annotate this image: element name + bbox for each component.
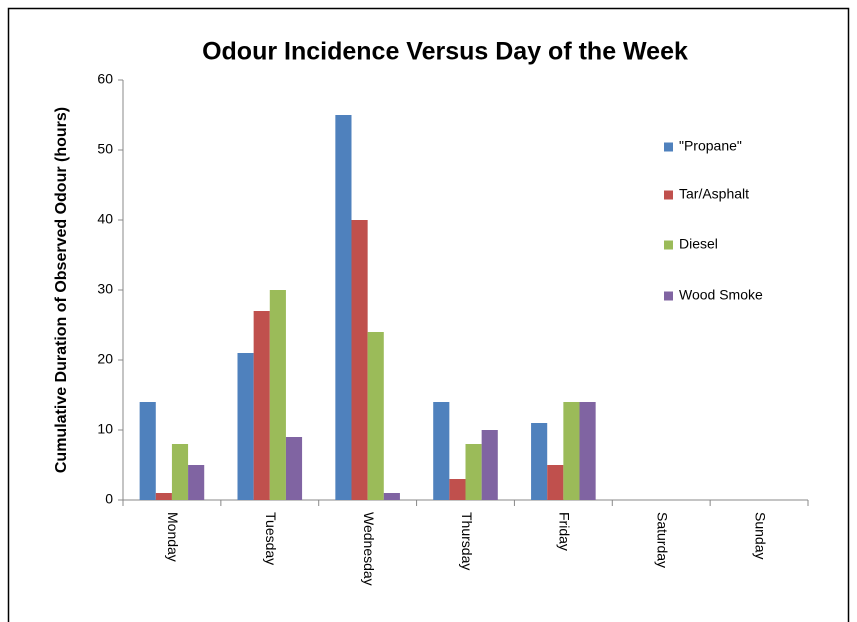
bar: [367, 332, 384, 500]
bar: [155, 493, 172, 500]
chart-border: [7, 7, 850, 622]
bar: [139, 402, 156, 500]
x-tick-label: Thursday: [459, 512, 475, 570]
bar: [269, 290, 286, 500]
bar: [449, 479, 466, 500]
legend-swatch: [664, 190, 673, 200]
legend-swatch: [664, 291, 673, 301]
bar: [335, 115, 352, 500]
bar: [433, 402, 450, 500]
bar: [465, 444, 482, 500]
legend-label: "Propane": [679, 138, 742, 154]
y-tick-label: 10: [97, 421, 113, 437]
x-tick-label: Saturday: [655, 512, 671, 568]
x-tick-label: Wednesday: [361, 512, 377, 586]
x-tick-label: Tuesday: [263, 512, 279, 565]
bar: [188, 465, 205, 500]
bar: [285, 437, 303, 500]
bar: [383, 493, 400, 500]
y-tick-label: 20: [97, 351, 113, 367]
bar: [351, 220, 368, 500]
y-axis-label: Cumulative Duration of Observed Odour (h…: [53, 107, 70, 473]
y-tick-label: 50: [97, 141, 113, 157]
bar: [253, 311, 270, 500]
legend-label: Diesel: [679, 236, 718, 252]
bar: [579, 402, 596, 500]
x-tick-label: Monday: [165, 512, 181, 562]
bar: [481, 430, 498, 500]
legend-label: Wood Smoke: [679, 287, 763, 303]
bar: [547, 465, 564, 500]
legend-swatch: [664, 142, 673, 152]
x-tick-label: Friday: [557, 512, 573, 551]
bar: [171, 444, 189, 500]
legend-swatch: [664, 240, 673, 250]
y-tick-label: 0: [105, 491, 113, 507]
y-tick-label: 40: [97, 211, 113, 227]
y-tick-label: 60: [97, 71, 113, 87]
bar: [531, 423, 548, 500]
chart-title: Odour Incidence Versus Day of the Week: [202, 38, 688, 66]
legend-label: Tar/Asphalt: [679, 186, 749, 202]
bar: [563, 402, 580, 500]
bar: [237, 353, 254, 500]
x-tick-label: Sunday: [752, 512, 768, 559]
y-tick-label: 30: [97, 281, 113, 297]
